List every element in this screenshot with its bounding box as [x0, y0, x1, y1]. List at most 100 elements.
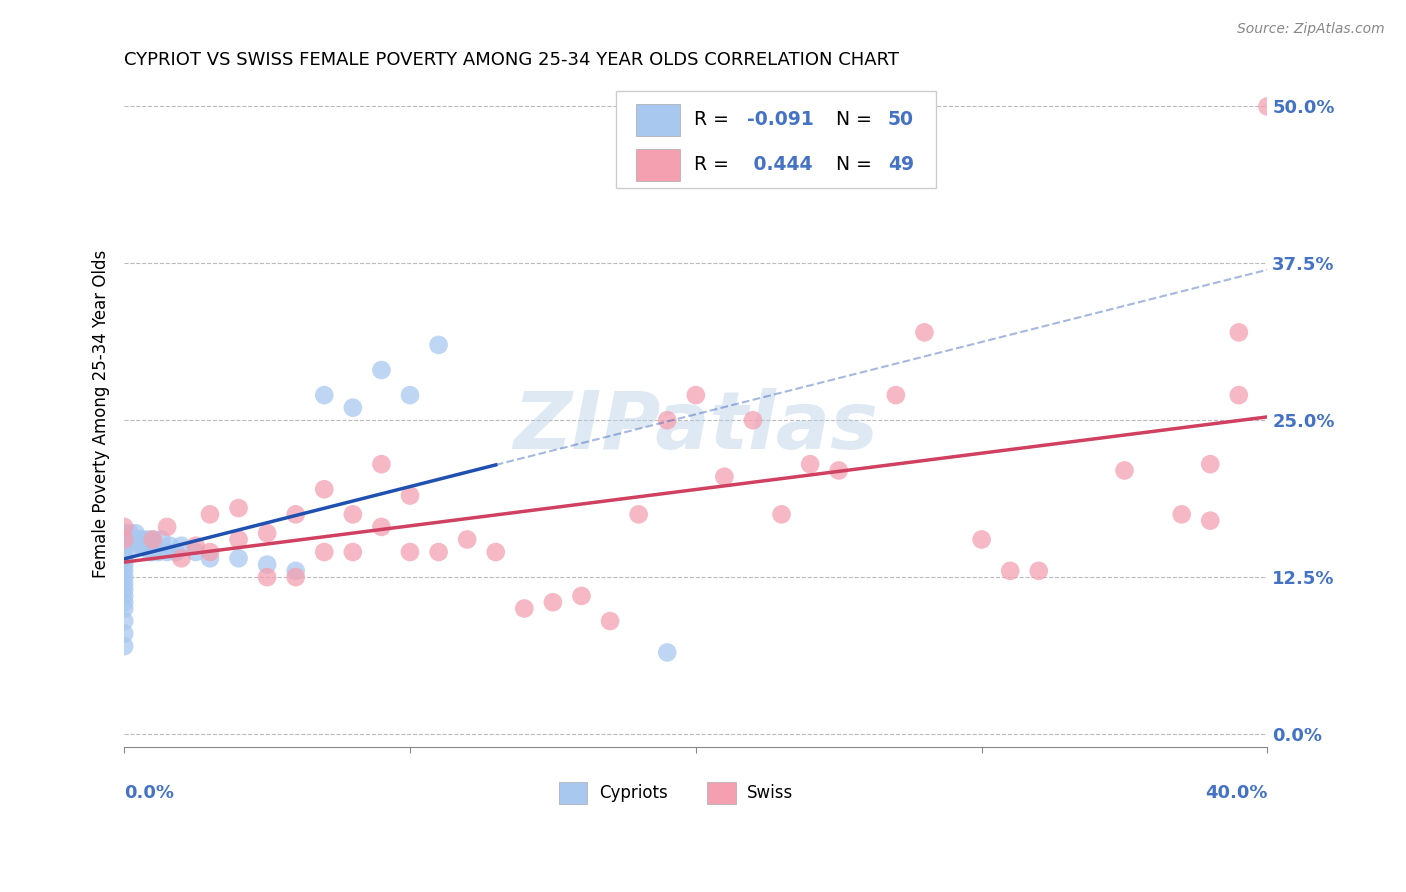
Point: [184, 539, 207, 553]
Point: [342, 401, 364, 415]
Point: [112, 526, 135, 541]
Text: 0.0%: 0.0%: [124, 784, 174, 802]
Point: [184, 545, 207, 559]
Text: N =: N =: [837, 111, 879, 129]
Text: 0.444: 0.444: [747, 155, 813, 174]
Point: [1199, 457, 1222, 471]
Point: [513, 601, 536, 615]
Point: [627, 508, 650, 522]
Point: [112, 589, 135, 603]
Point: [1227, 326, 1250, 340]
Point: [657, 413, 679, 427]
Point: [165, 545, 187, 559]
Point: [1028, 564, 1050, 578]
Point: [284, 564, 307, 578]
Point: [170, 539, 193, 553]
Point: [112, 595, 135, 609]
FancyBboxPatch shape: [637, 149, 681, 181]
Point: [1114, 463, 1136, 477]
Point: [485, 545, 508, 559]
Point: [112, 639, 135, 653]
Point: [136, 533, 159, 547]
Point: [128, 533, 150, 547]
Point: [399, 545, 422, 559]
Point: [112, 582, 135, 597]
Point: [159, 539, 181, 553]
Point: [131, 539, 153, 553]
Point: [124, 533, 146, 547]
Text: 40.0%: 40.0%: [1205, 784, 1267, 802]
Point: [571, 589, 593, 603]
Point: [1199, 514, 1222, 528]
Point: [884, 388, 907, 402]
Point: [370, 457, 392, 471]
Point: [799, 457, 821, 471]
Text: -0.091: -0.091: [747, 111, 814, 129]
Point: [142, 545, 165, 559]
Point: [198, 545, 221, 559]
Point: [118, 533, 141, 547]
Point: [112, 626, 135, 640]
Point: [657, 645, 679, 659]
Point: [256, 570, 278, 584]
Point: [145, 539, 167, 553]
FancyBboxPatch shape: [616, 91, 936, 188]
Text: Cypriots: Cypriots: [599, 784, 668, 802]
Point: [170, 551, 193, 566]
Point: [112, 614, 135, 628]
Point: [284, 508, 307, 522]
Point: [685, 388, 707, 402]
Point: [112, 558, 135, 572]
Point: [228, 501, 250, 516]
Point: [112, 539, 135, 553]
Point: [399, 489, 422, 503]
Point: [156, 545, 179, 559]
Point: [112, 576, 135, 591]
Point: [139, 545, 162, 559]
FancyBboxPatch shape: [558, 782, 588, 804]
Point: [314, 483, 336, 497]
Point: [998, 564, 1021, 578]
Point: [112, 545, 135, 559]
Point: [112, 601, 135, 615]
Text: 49: 49: [887, 155, 914, 174]
Y-axis label: Female Poverty Among 25-34 Year Olds: Female Poverty Among 25-34 Year Olds: [93, 250, 110, 578]
Point: [742, 413, 765, 427]
FancyBboxPatch shape: [637, 103, 681, 136]
Point: [256, 558, 278, 572]
Point: [156, 520, 179, 534]
Point: [541, 595, 564, 609]
Point: [770, 508, 793, 522]
Point: [118, 526, 141, 541]
Point: [136, 539, 159, 553]
Point: [112, 533, 135, 547]
Point: [342, 545, 364, 559]
Point: [112, 533, 135, 547]
Point: [314, 388, 336, 402]
Point: [284, 570, 307, 584]
Point: [228, 533, 250, 547]
Point: [713, 469, 735, 483]
Point: [121, 533, 143, 547]
Text: Source: ZipAtlas.com: Source: ZipAtlas.com: [1237, 22, 1385, 37]
Point: [148, 545, 170, 559]
Point: [121, 539, 143, 553]
Point: [142, 533, 165, 547]
Text: R =: R =: [693, 111, 734, 129]
Point: [828, 463, 851, 477]
Point: [456, 533, 478, 547]
Point: [256, 526, 278, 541]
Point: [370, 363, 392, 377]
Point: [970, 533, 993, 547]
Text: ZIPatlas: ZIPatlas: [513, 388, 879, 467]
Point: [912, 326, 935, 340]
Text: Swiss: Swiss: [747, 784, 793, 802]
Point: [112, 533, 135, 547]
Point: [1227, 388, 1250, 402]
Text: R =: R =: [693, 155, 734, 174]
Point: [399, 388, 422, 402]
Point: [314, 545, 336, 559]
Point: [228, 551, 250, 566]
Point: [198, 508, 221, 522]
Point: [142, 533, 165, 547]
